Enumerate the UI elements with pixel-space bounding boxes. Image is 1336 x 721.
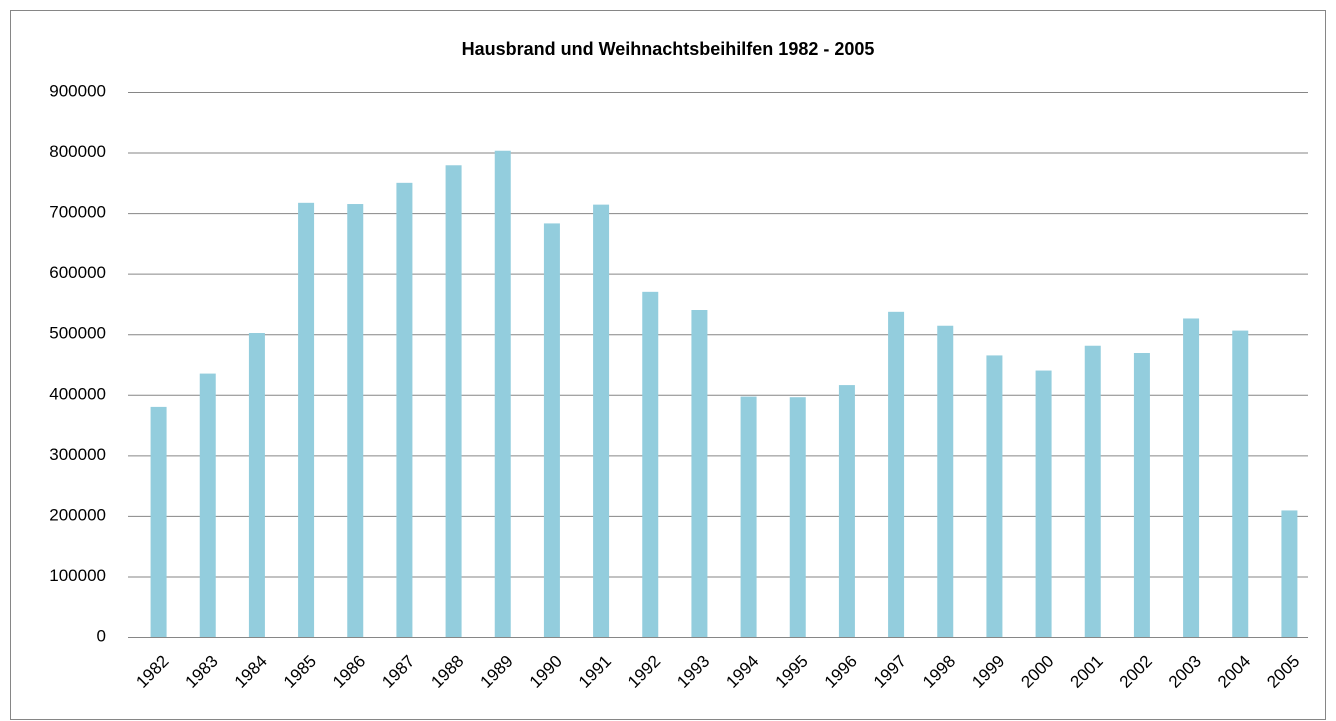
y-tick-label: 800000 (49, 142, 106, 161)
chart-title: Hausbrand und Weihnachtsbeihilfen 1982 -… (462, 39, 875, 59)
y-tick-label: 0 (97, 626, 106, 645)
bar (986, 355, 1003, 637)
bar (298, 202, 315, 638)
y-tick-label: 600000 (49, 263, 106, 282)
bar (888, 311, 905, 637)
y-tick-label: 300000 (49, 445, 106, 464)
bar (838, 385, 855, 637)
y-tick-label: 400000 (49, 384, 106, 403)
bar (1133, 352, 1150, 637)
y-tick-label: 500000 (49, 324, 106, 343)
bar (740, 396, 757, 637)
chart-frame (10, 10, 1326, 720)
y-tick-label: 700000 (49, 203, 106, 222)
bar (1232, 330, 1249, 637)
bar (150, 406, 167, 637)
bar (1183, 318, 1200, 637)
bar (642, 291, 659, 637)
bar (347, 204, 364, 637)
bar (1035, 370, 1052, 637)
bar (445, 165, 462, 637)
bar (593, 204, 610, 637)
bar (248, 333, 265, 637)
bar (543, 223, 560, 637)
bar (1084, 345, 1101, 637)
bar (396, 182, 413, 638)
bar (937, 325, 954, 637)
bar (691, 310, 708, 637)
y-tick-label: 100000 (49, 566, 106, 585)
y-tick-label: 900000 (49, 81, 106, 100)
bar (494, 150, 511, 637)
bar (789, 397, 806, 637)
y-tick-label: 200000 (49, 505, 106, 524)
bar (199, 373, 216, 637)
bar (1281, 510, 1298, 637)
